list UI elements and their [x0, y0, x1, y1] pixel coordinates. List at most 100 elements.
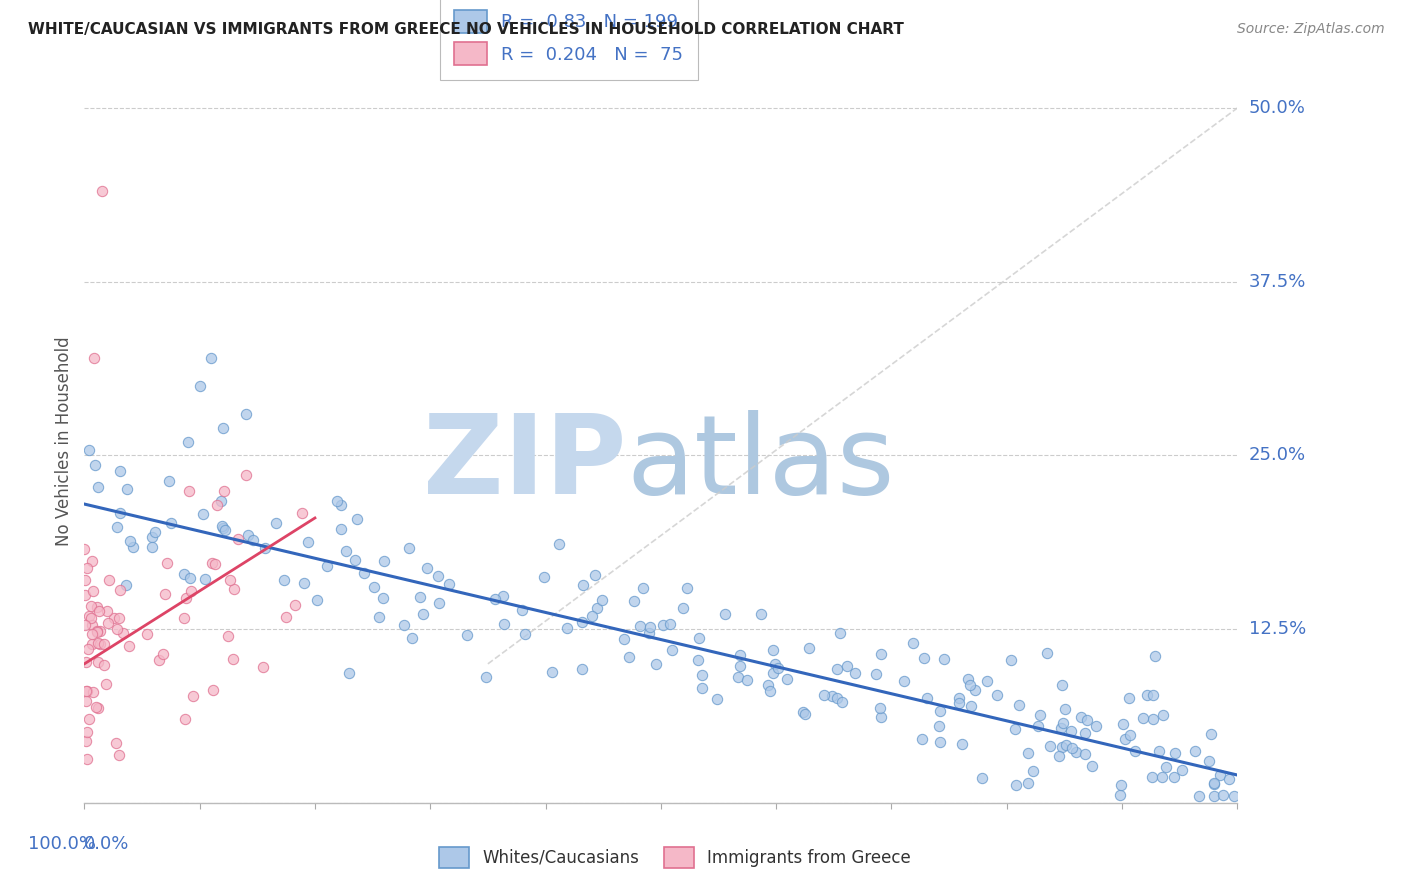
- Point: [211, 519, 233, 533]
- Point: [398, 541, 420, 555]
- Point: [1142, 712, 1164, 726]
- Point: [1050, 721, 1073, 735]
- Point: [346, 512, 368, 526]
- Point: [1029, 707, 1052, 722]
- Legend: Whites/Caucasians, Immigrants from Greece: Whites/Caucasians, Immigrants from Greec…: [432, 840, 918, 875]
- Point: [173, 611, 195, 625]
- Point: [97, 615, 120, 630]
- Point: [727, 670, 749, 684]
- Point: [728, 648, 751, 663]
- Point: [813, 688, 835, 702]
- Point: [103, 611, 125, 625]
- Point: [513, 627, 536, 641]
- Point: [766, 661, 789, 675]
- Point: [141, 540, 163, 554]
- Point: [329, 522, 352, 536]
- Point: [959, 678, 981, 692]
- Point: [581, 608, 603, 623]
- Point: [201, 682, 224, 697]
- Point: [706, 692, 728, 706]
- Point: [758, 684, 780, 698]
- Point: [1017, 776, 1039, 790]
- Legend: R = -0.83   N = 199, R =  0.204   N =  75: R = -0.83 N = 199, R = 0.204 N = 75: [440, 0, 697, 79]
- Point: [956, 672, 979, 686]
- Point: [870, 709, 893, 723]
- Point: [959, 698, 981, 713]
- Text: WHITE/CAUCASIAN VS IMMIGRANTS FROM GREECE NO VEHICLES IN HOUSEHOLD CORRELATION C: WHITE/CAUCASIAN VS IMMIGRANTS FROM GREEC…: [28, 22, 904, 37]
- Point: [409, 590, 432, 604]
- Point: [141, 530, 163, 544]
- Point: [1060, 724, 1083, 739]
- Point: [1163, 770, 1185, 784]
- Point: [235, 407, 257, 421]
- Point: [628, 619, 651, 633]
- Point: [1218, 772, 1240, 786]
- Point: [1028, 719, 1050, 733]
- Point: [86, 701, 108, 715]
- Point: [115, 482, 138, 496]
- Point: [1004, 722, 1026, 736]
- Point: [363, 580, 385, 594]
- Point: [235, 467, 257, 482]
- Point: [76, 641, 98, 656]
- Point: [928, 718, 950, 732]
- Point: [82, 583, 104, 598]
- Point: [1114, 731, 1136, 746]
- Point: [84, 700, 107, 714]
- Point: [77, 442, 100, 457]
- Point: [1005, 778, 1028, 792]
- Point: [274, 610, 297, 624]
- Point: [1000, 653, 1022, 667]
- Point: [762, 666, 785, 681]
- Point: [80, 554, 103, 568]
- Point: [427, 596, 450, 610]
- Point: [394, 618, 416, 632]
- Point: [292, 576, 315, 591]
- Point: [1050, 677, 1073, 691]
- Point: [284, 598, 307, 612]
- Point: [533, 570, 555, 584]
- Point: [901, 636, 924, 650]
- Point: [972, 771, 994, 785]
- Point: [75, 734, 97, 748]
- Point: [1144, 649, 1167, 664]
- Point: [540, 665, 562, 679]
- Point: [112, 626, 135, 640]
- Point: [948, 690, 970, 705]
- Point: [932, 652, 955, 666]
- Point: [929, 735, 952, 749]
- Point: [492, 616, 515, 631]
- Point: [1080, 758, 1102, 772]
- Point: [273, 573, 295, 587]
- Point: [763, 657, 786, 671]
- Point: [820, 690, 842, 704]
- Text: 25.0%: 25.0%: [1249, 446, 1306, 465]
- Point: [86, 624, 108, 639]
- Point: [1147, 744, 1170, 758]
- Point: [77, 712, 100, 726]
- Point: [89, 624, 111, 638]
- Point: [373, 554, 395, 568]
- Point: [73, 618, 96, 632]
- Text: 100.0%: 100.0%: [28, 835, 96, 854]
- Point: [1111, 716, 1133, 731]
- Point: [1171, 764, 1194, 778]
- Point: [76, 751, 98, 765]
- Point: [222, 652, 245, 666]
- Point: [797, 640, 820, 655]
- Point: [631, 581, 654, 595]
- Point: [266, 516, 288, 531]
- Point: [93, 637, 115, 651]
- Point: [76, 560, 98, 574]
- Text: 37.5%: 37.5%: [1249, 273, 1306, 291]
- Text: 0.0%: 0.0%: [84, 835, 129, 854]
- Point: [371, 591, 394, 605]
- Point: [1212, 788, 1234, 802]
- Point: [976, 673, 998, 688]
- Point: [153, 587, 176, 601]
- Point: [1142, 770, 1164, 784]
- Point: [326, 493, 349, 508]
- Point: [1202, 777, 1225, 791]
- Point: [367, 609, 389, 624]
- Point: [911, 731, 934, 746]
